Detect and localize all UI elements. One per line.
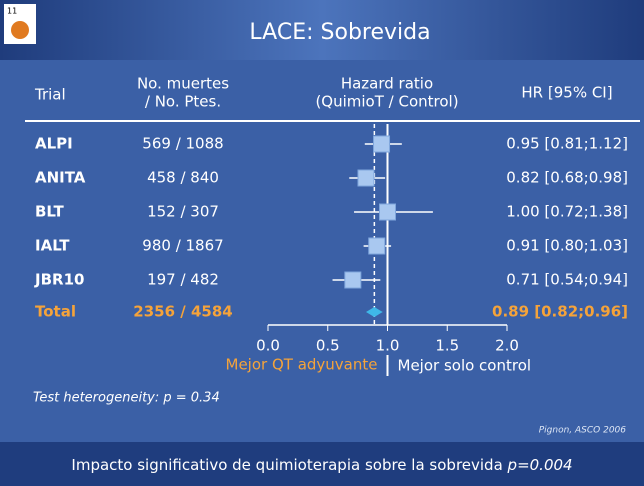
- header: / No. Ptes.: [145, 93, 221, 111]
- trial-name: ANITA: [35, 169, 86, 187]
- title-bar: [0, 0, 644, 60]
- x-tick-label: 1.5: [435, 337, 459, 355]
- trial-name: ALPI: [35, 135, 73, 153]
- deaths: 569 / 1088: [142, 135, 223, 153]
- header: (QuimioT / Control): [315, 93, 458, 111]
- source: Pignon, ASCO 2006: [539, 426, 627, 436]
- footer-text: Impacto significativo de quimioterapia s…: [71, 456, 507, 474]
- trial-name: JBR10: [34, 271, 84, 289]
- header: HR [95% CI]: [521, 84, 612, 102]
- header: No. muertes: [137, 75, 229, 93]
- hr-box: [357, 169, 375, 187]
- total-deaths: 2356 / 4584: [133, 303, 232, 321]
- footer-bar: [0, 442, 644, 486]
- total-name: Total: [35, 303, 76, 321]
- slide-number: 11: [7, 7, 17, 16]
- total-hr-label: 0.89 [0.82;0.96]: [492, 303, 628, 321]
- note: Test heterogeneity: p = 0.34: [33, 391, 220, 406]
- hr-box: [344, 271, 362, 289]
- x-tick-label: 0.5: [316, 337, 340, 355]
- total-diamond: [365, 307, 383, 317]
- hr-box: [373, 135, 391, 153]
- hr-label: 1.00 [0.72;1.38]: [506, 203, 628, 221]
- footer-p: p=0.004: [507, 456, 573, 474]
- x-tick-label: 2.0: [495, 337, 519, 355]
- footer: Impacto significativo de quimioterapia s…: [71, 456, 572, 474]
- deaths: 980 / 1867: [142, 237, 223, 255]
- x-tick-label: 1.0: [376, 337, 400, 355]
- trial-name: BLT: [35, 203, 65, 221]
- deaths: 458 / 840: [147, 169, 219, 187]
- deaths: 197 / 482: [147, 271, 219, 289]
- hr-box: [379, 203, 396, 221]
- header: Hazard ratio: [341, 75, 433, 93]
- logo: [11, 21, 29, 39]
- deaths: 152 / 307: [147, 203, 219, 221]
- trial-name: IALT: [35, 237, 70, 255]
- right-label: Mejor solo control: [398, 357, 532, 375]
- hr-label: 0.71 [0.54;0.94]: [506, 271, 628, 289]
- x-tick-label: 0.0: [256, 337, 280, 355]
- hr-label: 0.95 [0.81;1.12]: [506, 135, 628, 153]
- header: Trial: [34, 86, 66, 104]
- hr-label: 0.82 [0.68;0.98]: [506, 169, 628, 187]
- hr-label: 0.91 [0.80;1.03]: [506, 237, 628, 255]
- title: LACE: Sobrevida: [249, 20, 430, 45]
- left-label: Mejor QT adyuvante: [226, 356, 378, 374]
- hr-box: [368, 237, 386, 255]
